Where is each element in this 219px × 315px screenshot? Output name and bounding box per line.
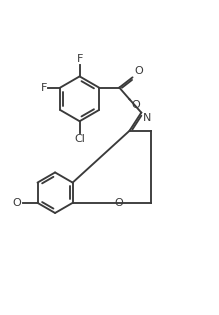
- Text: O: O: [12, 198, 21, 208]
- Text: O: O: [134, 66, 143, 77]
- Text: F: F: [76, 54, 83, 64]
- Text: F: F: [40, 83, 47, 93]
- Text: N: N: [143, 113, 151, 123]
- Text: O: O: [131, 100, 140, 110]
- Text: Cl: Cl: [74, 134, 85, 144]
- Text: O: O: [114, 198, 123, 208]
